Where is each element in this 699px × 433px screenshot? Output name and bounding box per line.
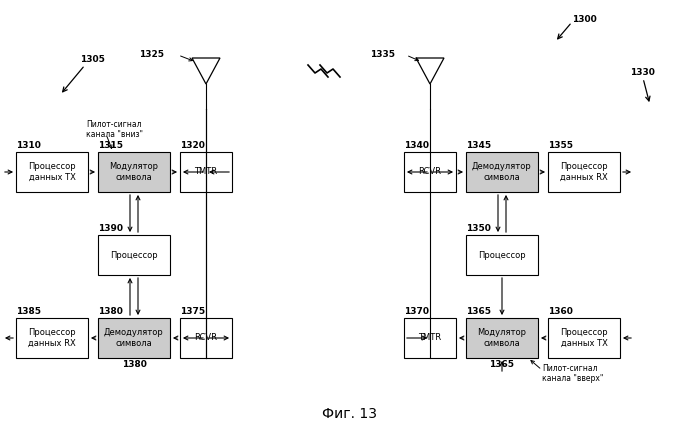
Bar bbox=[180, 152, 232, 192]
Text: 1385: 1385 bbox=[16, 307, 41, 316]
Bar bbox=[466, 152, 538, 192]
Text: Пилот-сигнал
канала "вверх": Пилот-сигнал канала "вверх" bbox=[542, 364, 603, 383]
Bar bbox=[98, 235, 170, 275]
Bar bbox=[404, 152, 456, 192]
Text: Пилот-сигнал
канала "вниз": Пилот-сигнал канала "вниз" bbox=[86, 120, 143, 139]
Text: 1335: 1335 bbox=[370, 50, 395, 59]
Bar bbox=[548, 318, 620, 358]
Text: 1380: 1380 bbox=[122, 360, 146, 369]
Text: 1310: 1310 bbox=[16, 141, 41, 150]
Text: 1380: 1380 bbox=[98, 307, 123, 316]
Text: Демодулятор
символа: Демодулятор символа bbox=[104, 328, 164, 348]
Text: 1370: 1370 bbox=[404, 307, 429, 316]
Text: 1355: 1355 bbox=[548, 141, 573, 150]
Text: 1360: 1360 bbox=[548, 307, 573, 316]
Text: Процессор
данных TX: Процессор данных TX bbox=[560, 328, 608, 348]
Bar bbox=[180, 318, 232, 358]
Text: 1390: 1390 bbox=[98, 224, 123, 233]
Text: 1340: 1340 bbox=[404, 141, 429, 150]
Text: 1350: 1350 bbox=[466, 224, 491, 233]
Bar bbox=[16, 152, 88, 192]
Text: TMTR: TMTR bbox=[419, 333, 442, 343]
Bar bbox=[466, 235, 538, 275]
Text: Модулятор
символа: Модулятор символа bbox=[477, 328, 526, 348]
Bar bbox=[98, 318, 170, 358]
Bar bbox=[404, 318, 456, 358]
Text: 1320: 1320 bbox=[180, 141, 205, 150]
Text: 1375: 1375 bbox=[180, 307, 205, 316]
Text: 1300: 1300 bbox=[572, 15, 597, 24]
Bar bbox=[548, 152, 620, 192]
Bar bbox=[466, 318, 538, 358]
Text: Процессор
данных RX: Процессор данных RX bbox=[560, 162, 608, 182]
Text: RCVR: RCVR bbox=[419, 168, 442, 177]
Text: Фиг. 13: Фиг. 13 bbox=[322, 407, 377, 421]
Text: RCVR: RCVR bbox=[194, 333, 217, 343]
Text: Демодулятор
символа: Демодулятор символа bbox=[472, 162, 532, 182]
Text: Процессор
данных TX: Процессор данных TX bbox=[28, 162, 75, 182]
Text: 1345: 1345 bbox=[466, 141, 491, 150]
Text: Модулятор
символа: Модулятор символа bbox=[110, 162, 159, 182]
Bar bbox=[16, 318, 88, 358]
Text: TMTR: TMTR bbox=[194, 168, 217, 177]
Text: Процессор
данных RX: Процессор данных RX bbox=[28, 328, 76, 348]
Bar bbox=[98, 152, 170, 192]
Text: 1325: 1325 bbox=[139, 50, 164, 59]
Text: 1330: 1330 bbox=[630, 68, 655, 77]
Text: 1365: 1365 bbox=[489, 360, 514, 369]
Text: Процессор: Процессор bbox=[478, 251, 526, 259]
Text: Процессор: Процессор bbox=[110, 251, 158, 259]
Text: 1305: 1305 bbox=[80, 55, 105, 64]
Text: 1365: 1365 bbox=[466, 307, 491, 316]
Text: 1315: 1315 bbox=[98, 141, 123, 150]
